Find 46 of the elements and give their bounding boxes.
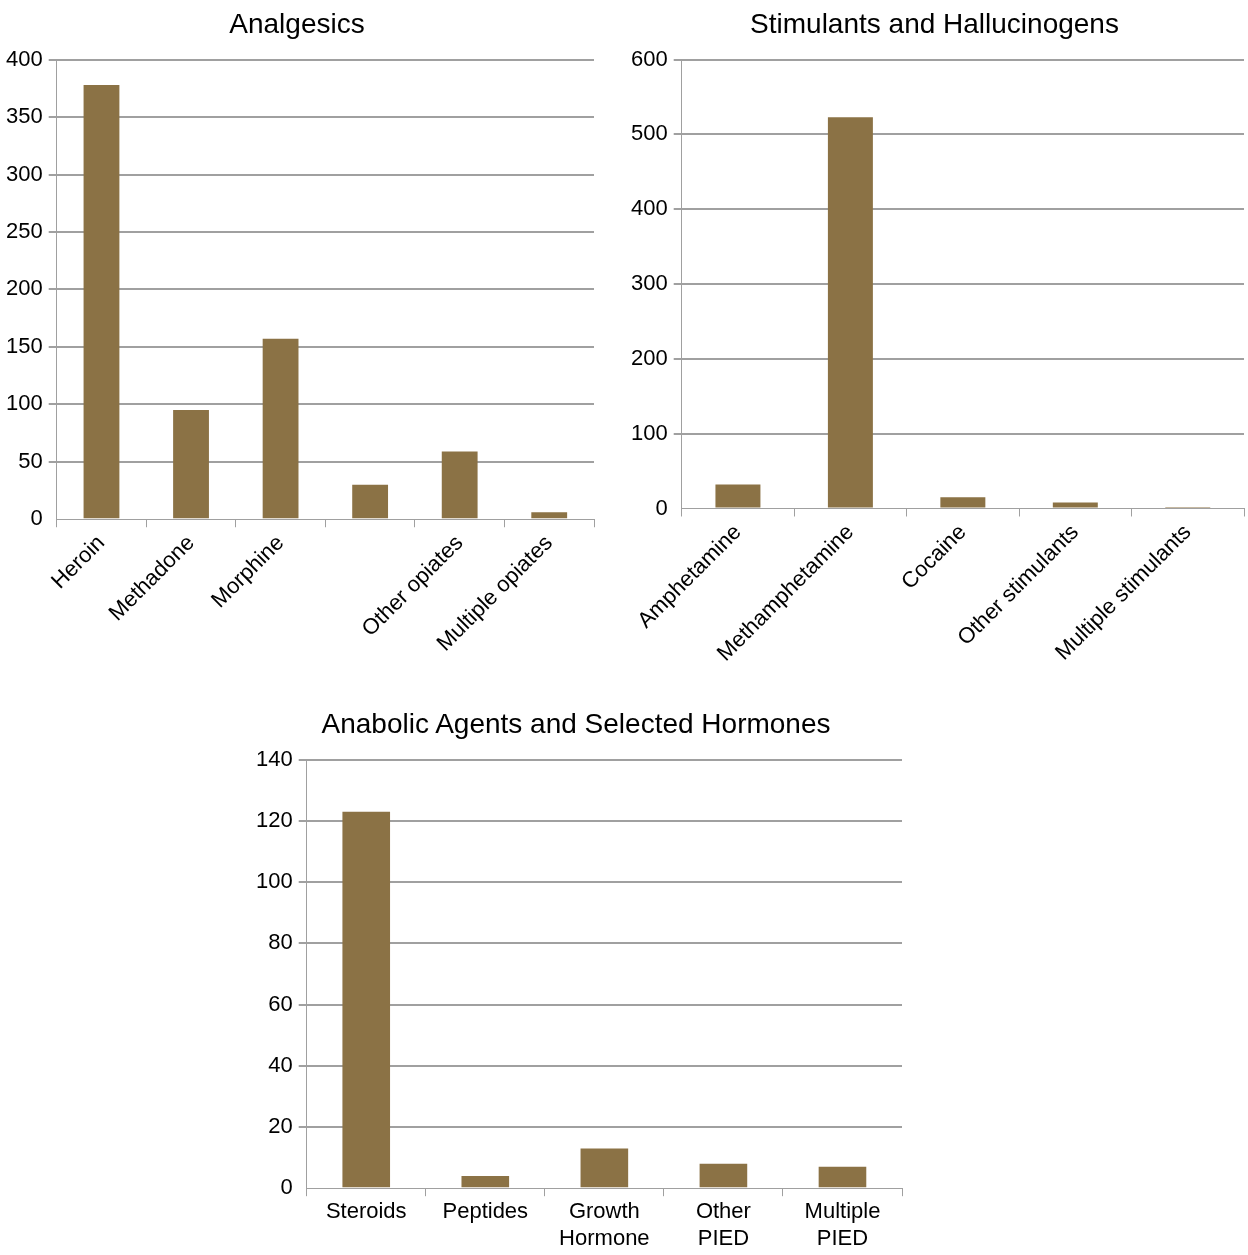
x-tick-label: Other PIED (695, 1198, 751, 1250)
y-tick-label: 300 (630, 270, 668, 296)
y-tick-label: 100 (630, 419, 668, 445)
bar (715, 484, 761, 508)
x-tick-label: Steroids (325, 1198, 407, 1224)
y-tick-label: 600 (630, 45, 668, 71)
y-tick-label: 100 (5, 390, 43, 416)
y-tick-label: 250 (5, 218, 43, 244)
y-tick-label: 0 (280, 1174, 293, 1200)
y-tick-label: 40 (268, 1051, 293, 1077)
bar (262, 338, 299, 519)
chart-title: Analgesics (229, 7, 365, 39)
bar (173, 410, 209, 519)
bar (531, 512, 568, 519)
bar (461, 1175, 510, 1188)
bar (83, 84, 120, 519)
y-tick-label: 150 (5, 332, 43, 358)
y-tick-label: 60 (268, 990, 293, 1016)
bar (940, 497, 986, 508)
y-tick-label: 400 (5, 45, 43, 71)
y-tick-label: 400 (630, 195, 668, 221)
y-tick-label: 100 (255, 868, 293, 894)
y-tick-label: 200 (630, 344, 668, 370)
y-tick-label: 350 (5, 103, 43, 129)
x-tick-label: Peptides (442, 1198, 529, 1224)
y-tick-label: 50 (18, 447, 43, 473)
bar (580, 1148, 629, 1188)
bar (352, 484, 389, 519)
y-tick-label: 500 (630, 120, 668, 146)
y-tick-label: 0 (655, 494, 668, 520)
y-tick-label: 0 (30, 505, 43, 531)
y-tick-label: 80 (268, 929, 293, 955)
bar (441, 451, 478, 519)
y-tick-label: 200 (5, 275, 43, 301)
y-tick-label: 20 (268, 1113, 293, 1139)
bar (827, 117, 873, 508)
x-tick-label: Multiple PIED (804, 1198, 881, 1250)
chart-title: Anabolic Agents and Selected Hormones (321, 707, 831, 739)
bar (699, 1163, 748, 1188)
x-tick-label: Growth Hormone (559, 1198, 650, 1250)
y-tick-label: 140 (255, 745, 293, 771)
chart-title: Stimulants and Hallucinogens (750, 7, 1119, 39)
y-tick-label: 120 (255, 806, 293, 832)
y-tick-label: 300 (5, 160, 43, 186)
bar (818, 1166, 867, 1188)
bar (342, 811, 391, 1188)
